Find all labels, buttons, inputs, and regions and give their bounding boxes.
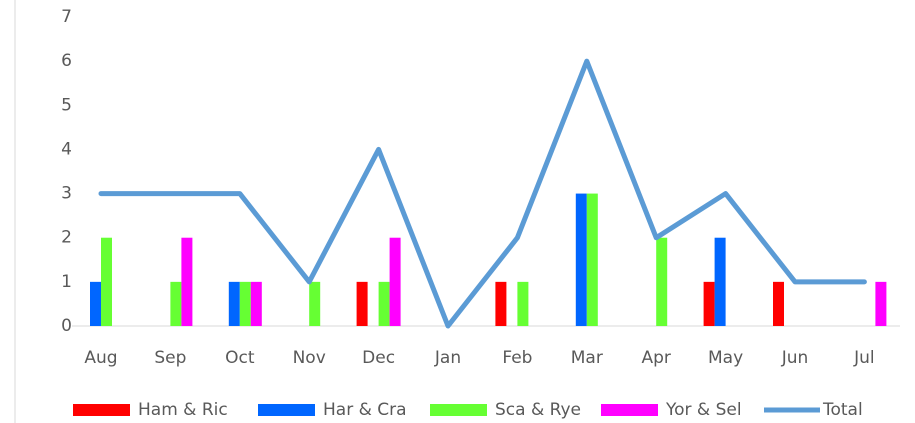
bar bbox=[309, 281, 321, 326]
bar bbox=[773, 281, 784, 326]
x-tick-label: Jun bbox=[781, 348, 809, 368]
y-tick-label: 5 bbox=[61, 95, 72, 115]
x-tick-label: Dec bbox=[362, 348, 395, 368]
x-tick-label: Sep bbox=[154, 348, 186, 368]
bar bbox=[656, 237, 668, 326]
x-tick-label: Aug bbox=[84, 348, 117, 368]
bar bbox=[389, 237, 401, 326]
x-tick-label: Oct bbox=[225, 348, 255, 368]
x-tick-label: Jul bbox=[853, 348, 875, 368]
x-tick-label: Apr bbox=[641, 348, 670, 368]
legend-label: Ham & Ric bbox=[138, 400, 228, 420]
bar bbox=[228, 281, 240, 326]
y-tick-label: 3 bbox=[61, 184, 72, 204]
bar bbox=[239, 281, 251, 326]
bar bbox=[495, 281, 507, 326]
x-tick-label: Nov bbox=[293, 348, 326, 368]
x-tick-label: May bbox=[708, 348, 743, 368]
bar bbox=[356, 281, 368, 326]
bar bbox=[378, 281, 390, 326]
y-tick-label: 6 bbox=[61, 51, 72, 71]
bar bbox=[517, 281, 529, 326]
legend-label: Sca & Rye bbox=[495, 400, 581, 420]
bar bbox=[170, 281, 182, 326]
bar bbox=[181, 237, 193, 326]
y-tick-label: 4 bbox=[61, 139, 72, 159]
y-tick-label: 0 bbox=[61, 316, 72, 336]
bar bbox=[703, 281, 715, 326]
legend-swatch bbox=[430, 404, 487, 416]
bar bbox=[714, 237, 726, 326]
y-tick-label: 2 bbox=[61, 228, 72, 248]
x-tick-label: Feb bbox=[502, 348, 532, 368]
bar bbox=[90, 281, 101, 326]
x-tick-label: Mar bbox=[571, 348, 603, 368]
line-series bbox=[98, 58, 867, 329]
y-tick-label: 1 bbox=[61, 272, 72, 292]
bar bbox=[586, 193, 598, 326]
bar bbox=[875, 281, 887, 326]
y-tick-label: 7 bbox=[61, 7, 72, 27]
legend-swatch bbox=[73, 404, 130, 416]
x-tick-label: Jan bbox=[434, 348, 461, 368]
bar bbox=[250, 281, 262, 326]
legend-label: Yor & Sel bbox=[665, 400, 742, 420]
bar bbox=[575, 193, 587, 326]
legend-swatch bbox=[601, 404, 658, 416]
legend-label: Har & Cra bbox=[323, 400, 407, 420]
legend-swatch bbox=[258, 404, 315, 416]
legend-label: Total bbox=[822, 400, 863, 420]
bar bbox=[101, 237, 112, 326]
